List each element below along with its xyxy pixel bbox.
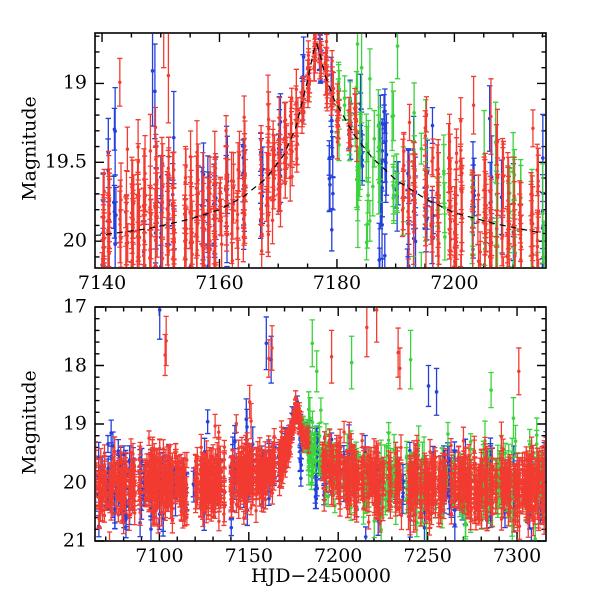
- bottom-panel-x-axis-title: HJD−2450000: [251, 565, 391, 587]
- top-panel-y-axis-title: Magnitude: [18, 96, 41, 201]
- bottom-panel-y-axis-title: Magnitude: [18, 370, 41, 475]
